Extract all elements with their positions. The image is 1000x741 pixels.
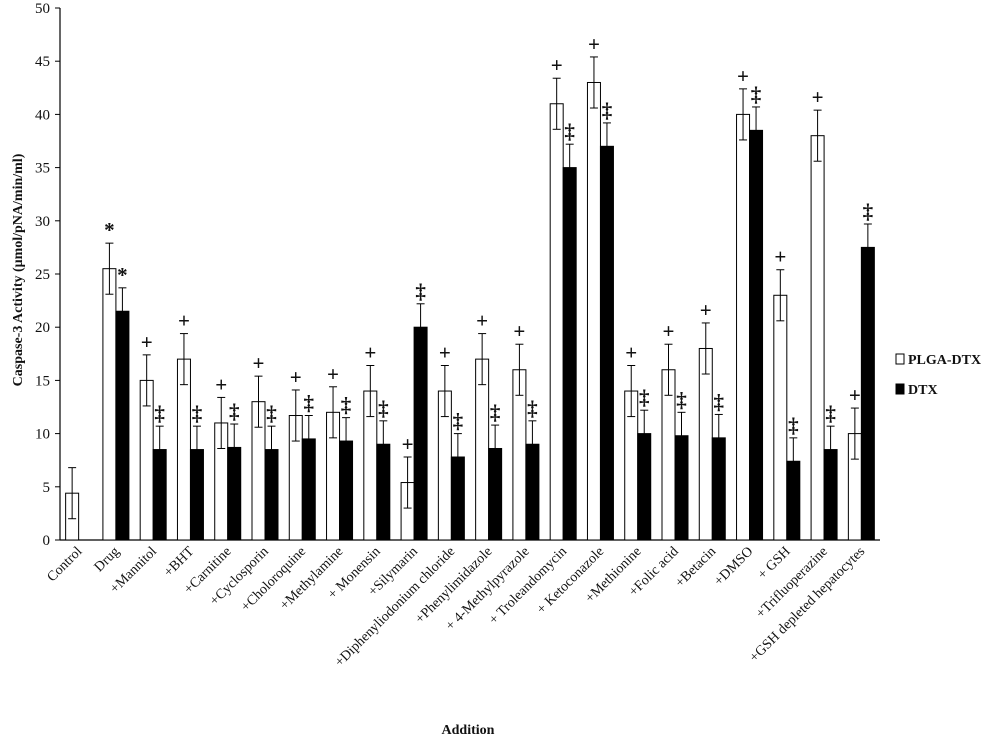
bar-plga-dtx — [176, 358, 191, 541]
significance-marker-dtx: ‡ — [639, 385, 650, 409]
significance-marker-plga-dtx: + — [625, 341, 637, 365]
bar-plga-dtx — [475, 358, 490, 541]
significance-marker-plga-dtx: + — [551, 53, 563, 77]
bars-group: **+‡+‡+‡+‡+‡+‡+‡+‡+‡+‡+‡+‡+‡+‡+‡+‡+‡+‡+‡… — [65, 32, 875, 541]
legend-swatch-dtx — [895, 383, 905, 395]
bar-dtx — [749, 129, 764, 541]
legend-label-dtx: DTX — [908, 383, 938, 398]
bar-dtx — [115, 310, 130, 541]
category-label: +Choloroquine — [238, 544, 309, 615]
significance-marker-dtx: ‡ — [415, 279, 426, 303]
y-tick-label: 50 — [35, 1, 50, 17]
y-tick-label: 25 — [35, 267, 50, 283]
significance-marker-dtx: ‡ — [266, 401, 277, 425]
legend-label-plga-dtx: PLGA-DTX — [908, 353, 981, 368]
y-tick-label: 15 — [35, 373, 50, 389]
bar-plga-dtx — [549, 103, 564, 541]
significance-marker-dtx: ‡ — [378, 396, 389, 420]
significance-marker-plga-dtx: + — [402, 432, 414, 456]
significance-marker-dtx: ‡ — [825, 401, 836, 425]
y-tick-label: 20 — [35, 320, 50, 336]
significance-marker-dtx: ‡ — [863, 199, 874, 223]
significance-marker-plga-dtx: + — [774, 245, 786, 269]
significance-marker-dtx: ‡ — [453, 409, 464, 433]
significance-marker-dtx: * — [117, 263, 128, 287]
bar-dtx — [599, 145, 614, 541]
significance-marker-plga-dtx: + — [513, 319, 525, 343]
significance-marker-plga-dtx: + — [141, 330, 153, 354]
significance-marker-dtx: ‡ — [490, 400, 501, 424]
significance-marker-plga-dtx: + — [849, 383, 861, 407]
significance-marker-plga-dtx: + — [737, 64, 749, 88]
y-tick-label: 10 — [35, 427, 50, 443]
bar-dtx — [860, 246, 875, 541]
y-tick-label: 35 — [35, 161, 50, 177]
significance-marker-dtx: ‡ — [602, 98, 613, 122]
y-tick-label: 45 — [35, 54, 50, 70]
significance-marker-plga-dtx: + — [364, 341, 376, 365]
significance-marker-plga-dtx: + — [588, 32, 600, 56]
significance-marker-plga-dtx: + — [215, 372, 227, 396]
bar-plga-dtx — [773, 294, 788, 541]
significance-marker-dtx: ‡ — [676, 387, 687, 411]
x-axis-title: Addition — [442, 723, 495, 738]
significance-marker-dtx: ‡ — [564, 119, 575, 143]
legend: PLGA-DTX DTX — [895, 353, 981, 398]
y-axis-title: Caspase-3 Activity (μmol/pNA/min/ml) — [11, 153, 26, 386]
significance-marker-plga-dtx: + — [327, 362, 339, 386]
y-tick-label: 40 — [35, 107, 50, 123]
labels-group: Control Drug+Mannitol +BHT+Carnitine+Cyclo… — [45, 544, 869, 670]
significance-marker-dtx: ‡ — [751, 82, 762, 106]
bar-plga-dtx — [736, 113, 751, 541]
significance-marker-dtx: ‡ — [304, 391, 315, 415]
significance-marker-dtx: ‡ — [154, 401, 165, 425]
y-tick-label: 30 — [35, 214, 50, 230]
significance-marker-plga-dtx: + — [290, 365, 302, 389]
significance-marker-dtx: ‡ — [341, 393, 352, 417]
significance-marker-plga-dtx: * — [104, 218, 115, 242]
significance-marker-dtx: ‡ — [714, 389, 725, 413]
category-label: Control — [45, 544, 86, 585]
significance-marker-plga-dtx: + — [439, 341, 451, 365]
significance-marker-plga-dtx: + — [253, 351, 265, 375]
significance-marker-plga-dtx: + — [476, 309, 488, 333]
significance-marker-plga-dtx: + — [178, 309, 190, 333]
bar-plga-dtx — [586, 81, 601, 541]
y-tick-label: 5 — [43, 480, 51, 496]
significance-marker-plga-dtx: + — [663, 319, 675, 343]
category-label: Drug — [92, 544, 123, 575]
significance-marker-dtx: ‡ — [788, 413, 799, 437]
significance-marker-dtx: ‡ — [192, 401, 203, 425]
significance-marker-plga-dtx: + — [700, 298, 712, 322]
significance-marker-dtx: ‡ — [229, 399, 240, 423]
significance-marker-plga-dtx: + — [812, 85, 824, 109]
bar-plga-dtx — [698, 347, 713, 541]
legend-swatch-plga-dtx — [895, 353, 905, 365]
bar-dtx — [562, 167, 577, 541]
bar-dtx — [413, 326, 428, 541]
bar-plga-dtx — [810, 135, 825, 541]
category-label: +Betacin — [673, 544, 719, 590]
category-label: +DMSO — [712, 544, 757, 589]
bar-plga-dtx — [102, 268, 117, 541]
y-tick-label: 0 — [43, 533, 51, 549]
significance-marker-dtx: ‡ — [527, 396, 538, 420]
